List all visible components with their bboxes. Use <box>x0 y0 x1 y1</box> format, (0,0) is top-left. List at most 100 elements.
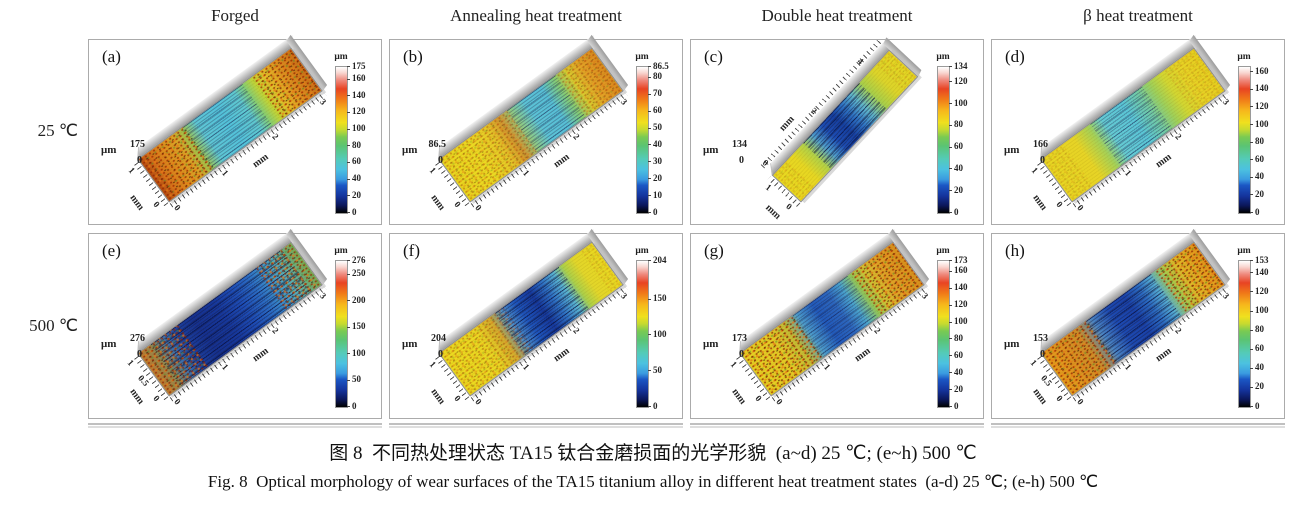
colorbar-gradient <box>1238 66 1251 214</box>
colorbar-tick-label: 100 <box>352 347 366 358</box>
row-label-500c: 500 ℃ <box>29 316 78 335</box>
short-axis-tick-label: 1 <box>1028 357 1040 368</box>
colorbar-tick-label: 80 <box>954 119 963 130</box>
colorbar-tick-mark <box>949 168 952 170</box>
colorbar-tick-label: 80 <box>352 139 361 150</box>
colorbar-tick-mark <box>949 304 952 306</box>
colorbar-tick-mark <box>1250 194 1253 196</box>
colorbar-tick-label: 0 <box>1255 400 1260 411</box>
colorbar-tick-mark <box>1250 176 1253 178</box>
colorbar-tick-label: 160 <box>1255 65 1269 76</box>
colorbar-tick-mark <box>1250 141 1253 143</box>
z-axis-max-label: 86.5 <box>428 139 447 150</box>
colorbar-tick-mark <box>949 338 952 340</box>
colorbar-tick-mark <box>648 406 651 407</box>
z-axis-zero-label: 0 <box>438 155 443 166</box>
colorbar-tick-label: 40 <box>352 173 361 184</box>
z-axis-zero-label: 0 <box>1040 155 1045 166</box>
colorbar-tick-label: 0 <box>653 400 658 411</box>
caption-chinese: 图 8 不同热处理状态 TA15 钛合金磨损面的光学形貌 (a~d) 25 ℃;… <box>329 443 977 464</box>
short-axis-tick-label: 0 <box>151 198 162 209</box>
short-axis-unit: mm <box>428 192 447 213</box>
colorbar-tick-mark <box>347 406 350 407</box>
colorbar-tick-label: 20 <box>352 189 361 200</box>
short-axis-tick-label: 0 <box>452 198 463 209</box>
colorbar: μm 204 150 100 50 0 <box>634 246 682 418</box>
row-label-25c: 25 ℃ <box>37 121 78 140</box>
panel-label: (h) <box>1005 241 1025 260</box>
short-axis-unit: mm <box>729 386 748 407</box>
column-header-double: Double heat treatment <box>761 6 913 25</box>
long-axis-unit: mm <box>1153 345 1174 365</box>
z-axis-unit: μm <box>101 338 117 350</box>
colorbar-tick-label: 276 <box>352 254 366 265</box>
colorbar-tick-label: 80 <box>653 71 662 82</box>
colorbar-tick-label: 120 <box>954 299 968 310</box>
colorbar-tick-mark <box>1250 310 1253 312</box>
colorbar-tick-mark <box>1250 106 1253 108</box>
surface-slab: 0 1 2 3 mm 1 0 mm <box>729 228 931 407</box>
colorbar-tick-label: 80 <box>1255 136 1264 147</box>
colorbar-tick-label: 134 <box>954 60 968 71</box>
colorbar-tick-label: 173 <box>954 254 968 265</box>
wear-surface <box>137 241 323 397</box>
colorbar-tick-label: 60 <box>352 156 361 167</box>
colorbar: μm 153 140 120 100 80 60 40 20 0 <box>1236 246 1284 418</box>
surface-slab: 0 1 2 3 mm 1 0.5 0 mm <box>126 228 329 407</box>
colorbar-tick-mark <box>949 103 952 105</box>
colorbar-tick-label: 80 <box>1255 324 1264 335</box>
colorbar-unit: μm <box>1237 246 1251 256</box>
colorbar-tick-label: 20 <box>954 184 963 195</box>
short-axis-tick-label: 1 <box>1029 165 1041 176</box>
wear-surface <box>1040 241 1226 397</box>
wear-surface <box>438 47 624 203</box>
colorbar-tick-mark <box>1250 406 1253 407</box>
long-axis-unit: mm <box>551 151 572 171</box>
surface-slab: 0 1 2 3 mm 1 0 mm <box>428 34 630 213</box>
panel-label: (a) <box>102 47 121 66</box>
colorbar-tick-label: 60 <box>1255 343 1264 354</box>
colorbar-tick-label: 40 <box>1255 171 1264 182</box>
z-axis-zero-label: 0 <box>739 349 744 360</box>
colorbar-tick-label: 200 <box>352 294 366 305</box>
short-axis-tick-label: 1 <box>728 359 740 370</box>
colorbar-tick-mark <box>1250 260 1253 261</box>
colorbar-tick-mark <box>648 334 651 336</box>
colorbar-tick-label: 0 <box>352 400 357 411</box>
short-axis-unit: mm <box>127 386 146 407</box>
figure-panel: (d) 0 1 2 3 mm 1 0 mm μm 166 0 μm 160 140 120 100 <box>991 34 1285 225</box>
wear-surface <box>1040 47 1226 203</box>
surface-plot-3d: 0 1 2 3 mm 1 0.5 0 mm μm 153 0 <box>992 228 1284 418</box>
colorbar-tick-mark <box>347 128 350 130</box>
colorbar-tick-label: 50 <box>352 374 361 385</box>
colorbar-tick-label: 20 <box>1255 188 1264 199</box>
colorbar-tick-label: 140 <box>1255 266 1269 277</box>
short-axis-tick-label: 1 <box>427 359 439 370</box>
long-axis-unit: mm <box>551 345 572 365</box>
z-axis-max-label: 276 <box>130 333 145 344</box>
short-axis-tick-label: 0 <box>784 201 794 212</box>
colorbar: μm 175 160 140 120 100 80 60 40 20 0 <box>333 52 381 224</box>
colorbar-tick-label: 20 <box>954 383 963 394</box>
colorbar-tick-label: 40 <box>1255 362 1264 373</box>
z-axis-unit: μm <box>1004 144 1020 156</box>
long-axis-unit: mm <box>250 151 271 171</box>
colorbar-tick-label: 160 <box>352 73 366 83</box>
colorbar-tick-label: 0 <box>954 400 959 411</box>
colorbar-tick-label: 40 <box>954 162 963 173</box>
z-axis-max-label: 166 <box>1033 139 1048 150</box>
colorbar-tick-label: 30 <box>653 155 662 166</box>
surface-plot-3d: 0 1 2 3 mm 1 0 mm μm 86.5 0 <box>390 34 682 224</box>
colorbar-tick-mark <box>949 124 952 126</box>
colorbar-tick-mark <box>1250 386 1253 388</box>
colorbar-tick-mark <box>648 127 651 129</box>
colorbar-tick-mark <box>648 93 651 95</box>
colorbar-tick-mark <box>949 321 952 323</box>
colorbar-unit: μm <box>334 52 348 62</box>
colorbar-tick-mark <box>949 270 952 272</box>
colorbar-tick-label: 100 <box>1255 305 1269 316</box>
colorbar-unit: μm <box>635 52 649 62</box>
colorbar-tick-mark <box>1250 71 1253 73</box>
colorbar-gradient <box>1238 260 1251 408</box>
short-axis-tick-label: 1 <box>763 182 774 193</box>
